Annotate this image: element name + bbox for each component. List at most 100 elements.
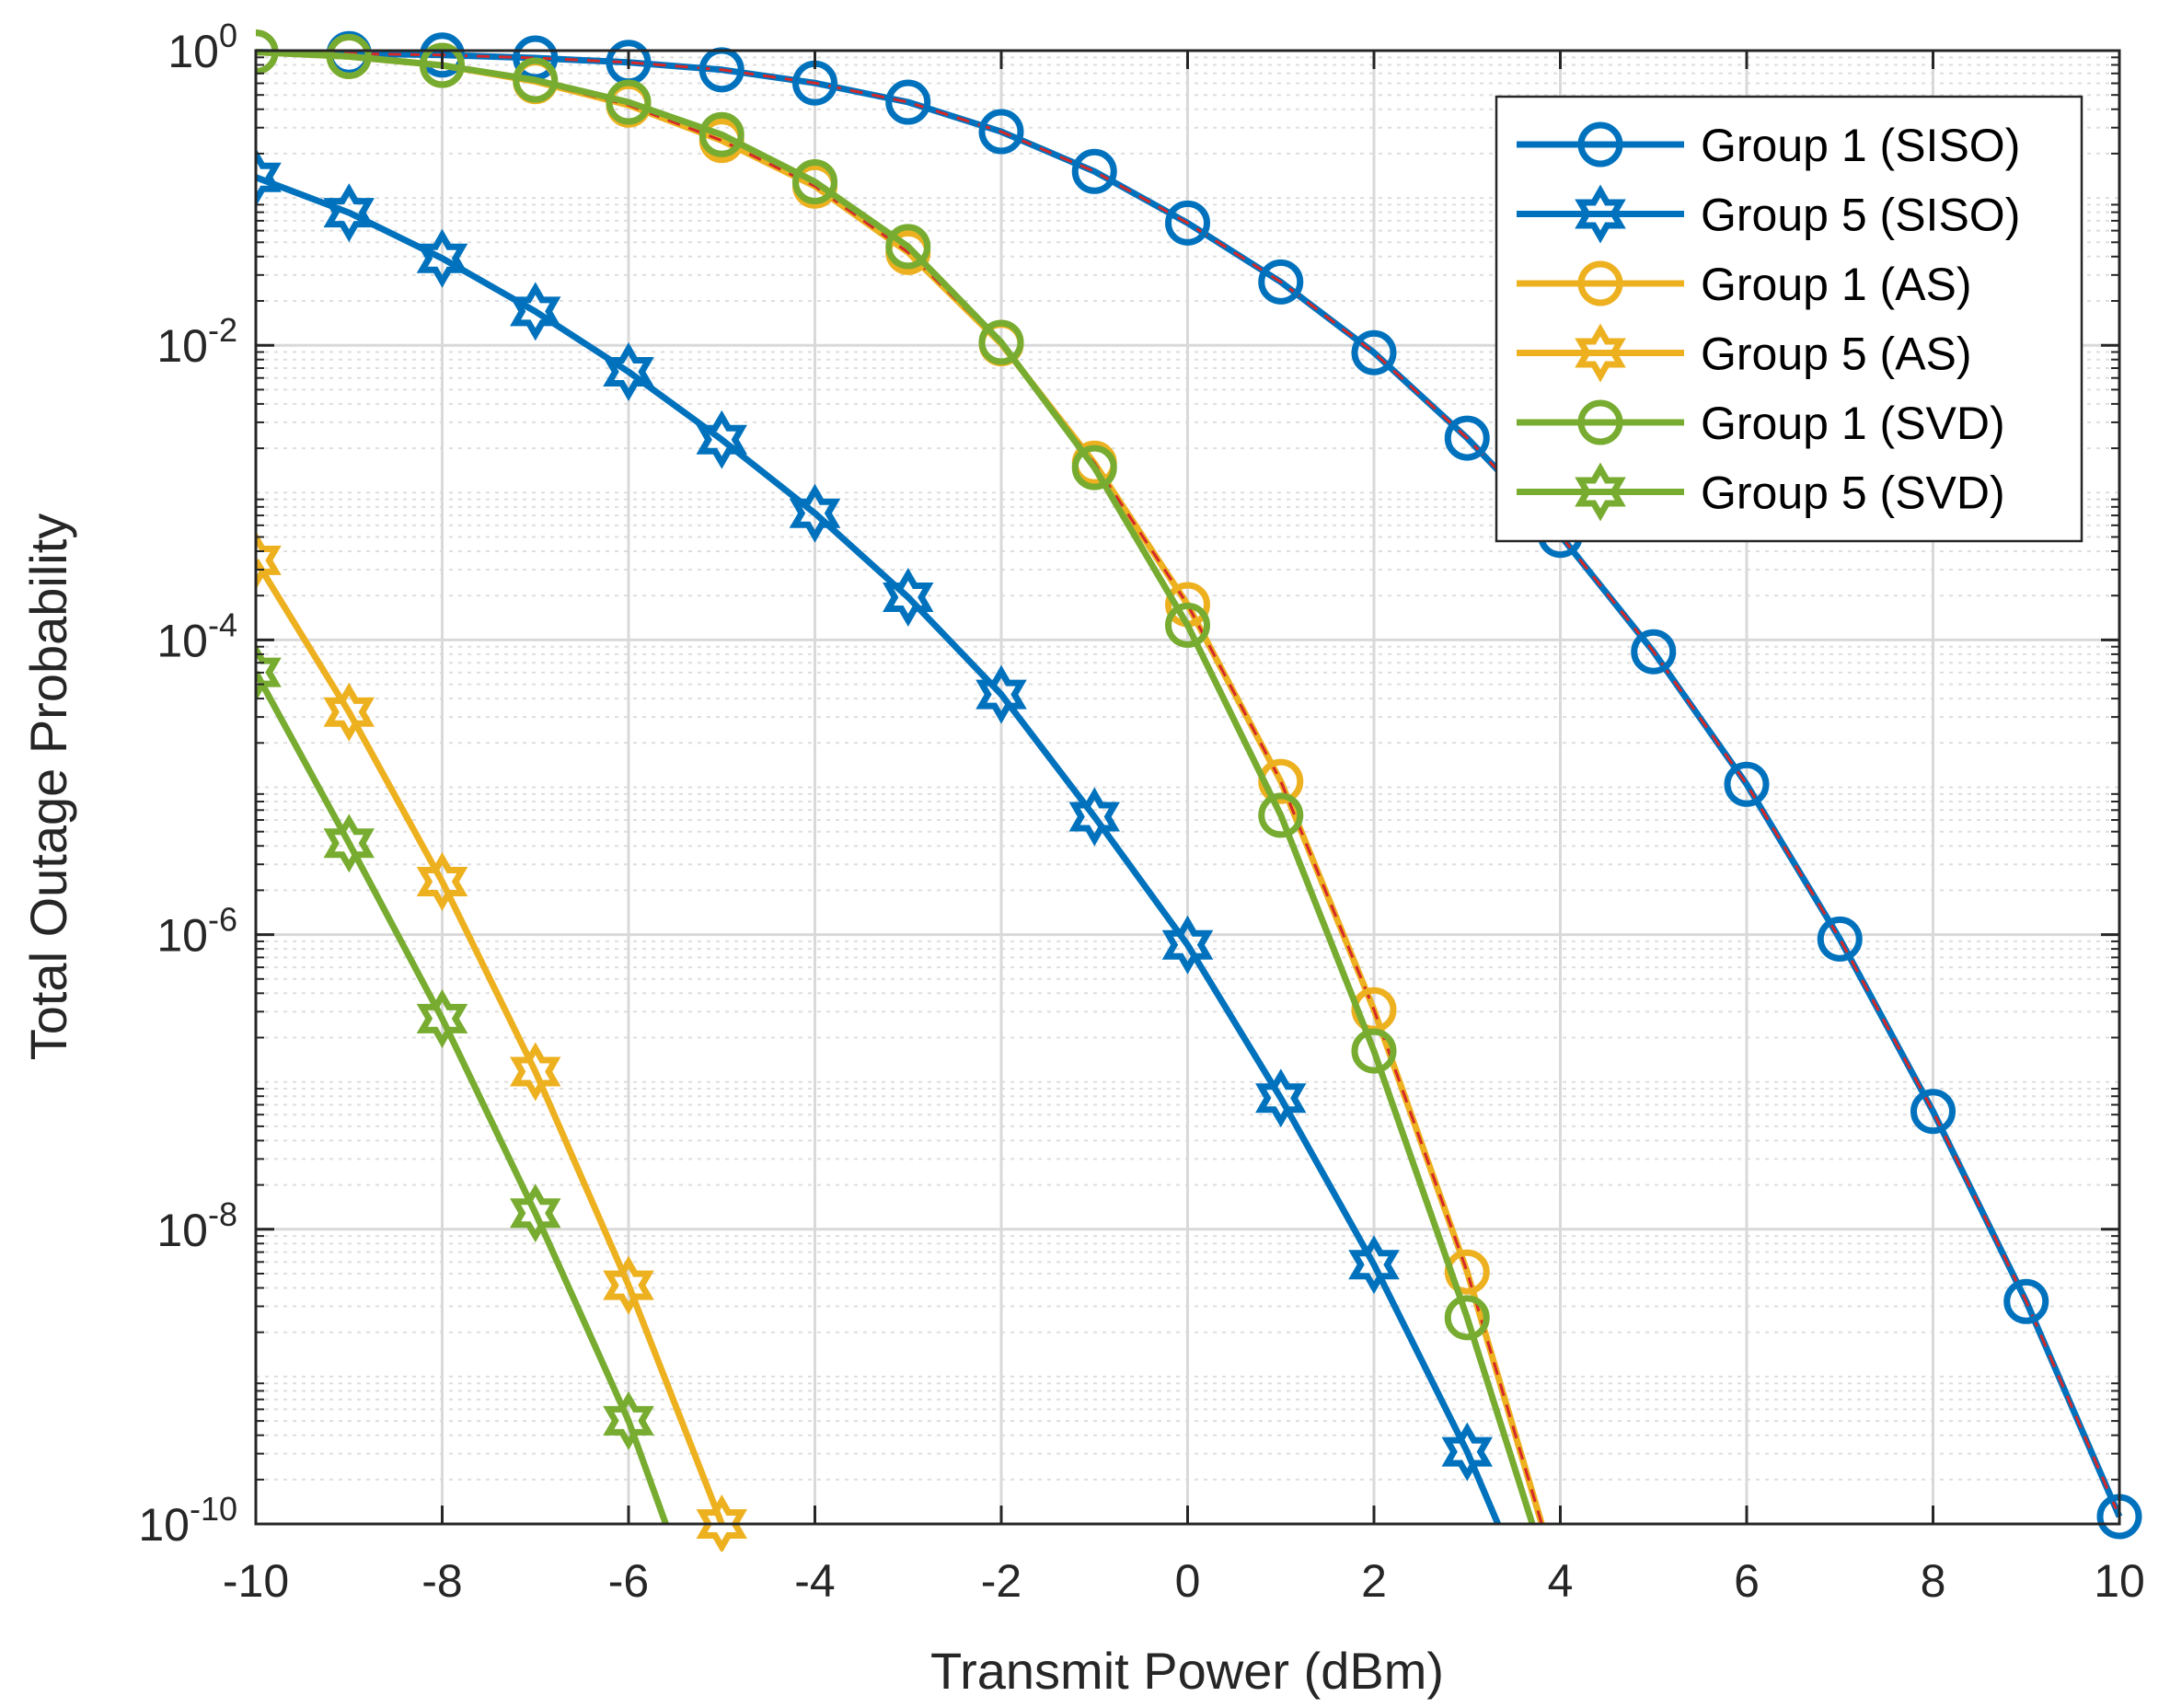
data-marker-group-5-svd: [510, 1183, 561, 1243]
legend-item-group-5-svd[interactable]: Group 5 (SVD): [1517, 462, 2005, 522]
x-tick-labels: -10 -8 -6 -4 -2 0 2 4 6 8 10: [223, 1555, 2145, 1607]
data-marker-group-5-svd: [323, 814, 375, 873]
y-tick-label: 10-8: [156, 1195, 237, 1256]
legend-marker: [1575, 323, 1626, 383]
data-marker-group-5-as: [510, 1042, 561, 1102]
legend-marker: [1575, 184, 1626, 244]
data-marker-group-1-svd: [698, 111, 744, 157]
x-tick-label: 10: [2094, 1555, 2145, 1607]
data-marker-group-5-as: [696, 1494, 747, 1552]
data-marker-group-5-as: [256, 530, 282, 590]
y-tick-label: 10-10: [138, 1490, 237, 1551]
series-group-5-siso: [256, 147, 1501, 1526]
legend-marker: [1577, 260, 1623, 306]
data-marker-group-1-svd: [513, 57, 559, 103]
data-marker-group-5-siso: [510, 282, 561, 341]
legend-label: Group 5 (AS): [1701, 329, 1972, 380]
data-marker-group-1-siso: [1071, 148, 1117, 194]
legend-label: Group 1 (SISO): [1701, 120, 2020, 171]
x-tick-label: -8: [421, 1555, 462, 1607]
y-tick-label: 100: [167, 17, 237, 77]
data-marker-group-1-siso: [1817, 916, 1863, 962]
data-marker-group-1-svd: [326, 33, 372, 79]
data-marker-group-5-as: [603, 1255, 654, 1315]
x-tick-label: -10: [223, 1555, 289, 1607]
series-layer: [256, 29, 2142, 1552]
data-marker-group-1-siso: [978, 109, 1024, 155]
series-group-1-svd: [256, 29, 1536, 1526]
data-marker-group-1-svd: [1258, 792, 1304, 838]
data-marker-group-1-svd: [606, 79, 652, 125]
data-marker-group-1-svd: [420, 42, 465, 88]
series-group-1-siso: [256, 29, 2142, 1540]
data-marker-group-5-siso: [975, 664, 1027, 724]
series-group-5-svd: [256, 642, 669, 1526]
series-line-group-5-siso: [256, 174, 1501, 1526]
data-marker-group-5-siso: [696, 410, 747, 469]
legend-marker: [1577, 121, 1623, 167]
data-marker-group-1-siso: [2003, 1278, 2049, 1324]
legend[interactable]: Group 1 (SISO) Group 5 (SISO) Group 1 (AS)…: [1495, 95, 2083, 543]
data-marker-group-5-siso: [323, 183, 375, 243]
data-marker-group-5-siso: [256, 147, 282, 207]
x-tick-label: 4: [1548, 1555, 1574, 1607]
data-marker-group-1-svd: [256, 29, 279, 75]
data-marker-group-1-siso: [1351, 329, 1397, 375]
data-marker-group-1-siso: [885, 79, 931, 125]
legend-label: Group 1 (AS): [1701, 259, 1972, 310]
x-tick-label: 2: [1361, 1555, 1387, 1607]
tick-marks: [254, 49, 2121, 1526]
x-tick-label: -4: [794, 1555, 835, 1607]
data-marker-group-5-siso: [1441, 1422, 1493, 1482]
data-marker-group-1-siso: [1910, 1089, 1956, 1135]
data-marker-group-1-svd: [1165, 602, 1210, 648]
data-marker-group-1-svd: [1351, 1028, 1397, 1074]
data-marker-group-5-siso: [416, 228, 468, 288]
data-marker-group-1-siso: [1724, 761, 1770, 807]
x-tick-label: 0: [1175, 1555, 1201, 1607]
data-marker-group-1-svd: [792, 158, 837, 204]
legend-marker: [1577, 399, 1623, 445]
y-tick-label: 10-2: [156, 311, 237, 372]
legend-marker: [1575, 462, 1626, 522]
x-axis-label: Transmit Power (dBm): [930, 1642, 1444, 1700]
y-tick-label: 10-4: [156, 606, 237, 666]
series-line-group-1-svd: [256, 49, 1536, 1526]
legend-item-group-1-as[interactable]: Group 1 (AS): [1517, 259, 1972, 310]
data-marker-group-1-siso: [1258, 259, 1304, 305]
data-marker-group-1-svd: [885, 224, 931, 270]
x-tick-label: -6: [608, 1555, 649, 1607]
y-tick-labels: 100 10-2 10-4 10-6 10-8 10-10: [138, 17, 237, 1551]
data-marker-group-5-svd: [256, 642, 282, 702]
x-tick-label: 8: [1921, 1555, 1946, 1607]
y-tick-label: 10-6: [156, 901, 237, 962]
data-marker-group-5-siso: [789, 483, 841, 543]
data-marker-group-5-svd: [416, 988, 468, 1048]
x-tick-label: -2: [981, 1555, 1022, 1607]
data-marker-group-1-siso: [1444, 415, 1490, 461]
data-marker-group-5-svd: [603, 1391, 654, 1450]
theory-overlay-analytic-siso: [256, 51, 2121, 1518]
data-marker-group-5-siso: [883, 568, 934, 627]
legend-item-group-1-siso[interactable]: Group 1 (SISO): [1517, 120, 2020, 171]
legend-item-group-5-as[interactable]: Group 5 (AS): [1517, 323, 1972, 383]
theory-overlay-analytic-as: [256, 51, 1543, 1525]
data-marker-group-5-as: [416, 851, 468, 912]
data-marker-group-5-siso: [1348, 1235, 1400, 1295]
legend-label: Group 5 (SVD): [1701, 467, 2005, 519]
series-line-group-5-as: [256, 559, 725, 1526]
data-marker-group-5-siso: [603, 341, 654, 402]
legend-item-group-1-svd[interactable]: Group 1 (SVD): [1517, 398, 2005, 449]
data-marker-group-5-siso: [1255, 1068, 1307, 1128]
y-axis-label: Total Outage Probability: [19, 514, 77, 1061]
data-marker-group-5-as: [323, 682, 375, 742]
legend-box: [1495, 95, 2083, 543]
data-marker-group-5-siso: [1068, 787, 1120, 847]
x-tick-label: 6: [1734, 1555, 1760, 1607]
legend-item-group-5-siso[interactable]: Group 5 (SISO): [1517, 184, 2020, 244]
series-group-5-as: [256, 530, 747, 1552]
data-marker-group-1-svd: [978, 319, 1024, 365]
data-marker-group-1-siso: [1165, 200, 1210, 246]
legend-label: Group 5 (SISO): [1701, 190, 2020, 241]
data-marker-group-1-svd: [1071, 444, 1117, 490]
